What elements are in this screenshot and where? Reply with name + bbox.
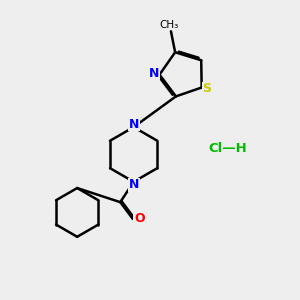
Text: Cl—H: Cl—H	[208, 142, 247, 155]
Text: O: O	[134, 212, 145, 225]
Text: CH₃: CH₃	[160, 20, 179, 30]
Text: N: N	[149, 67, 159, 80]
Text: S: S	[202, 82, 211, 95]
Text: N: N	[128, 118, 139, 130]
Text: N: N	[128, 178, 139, 191]
